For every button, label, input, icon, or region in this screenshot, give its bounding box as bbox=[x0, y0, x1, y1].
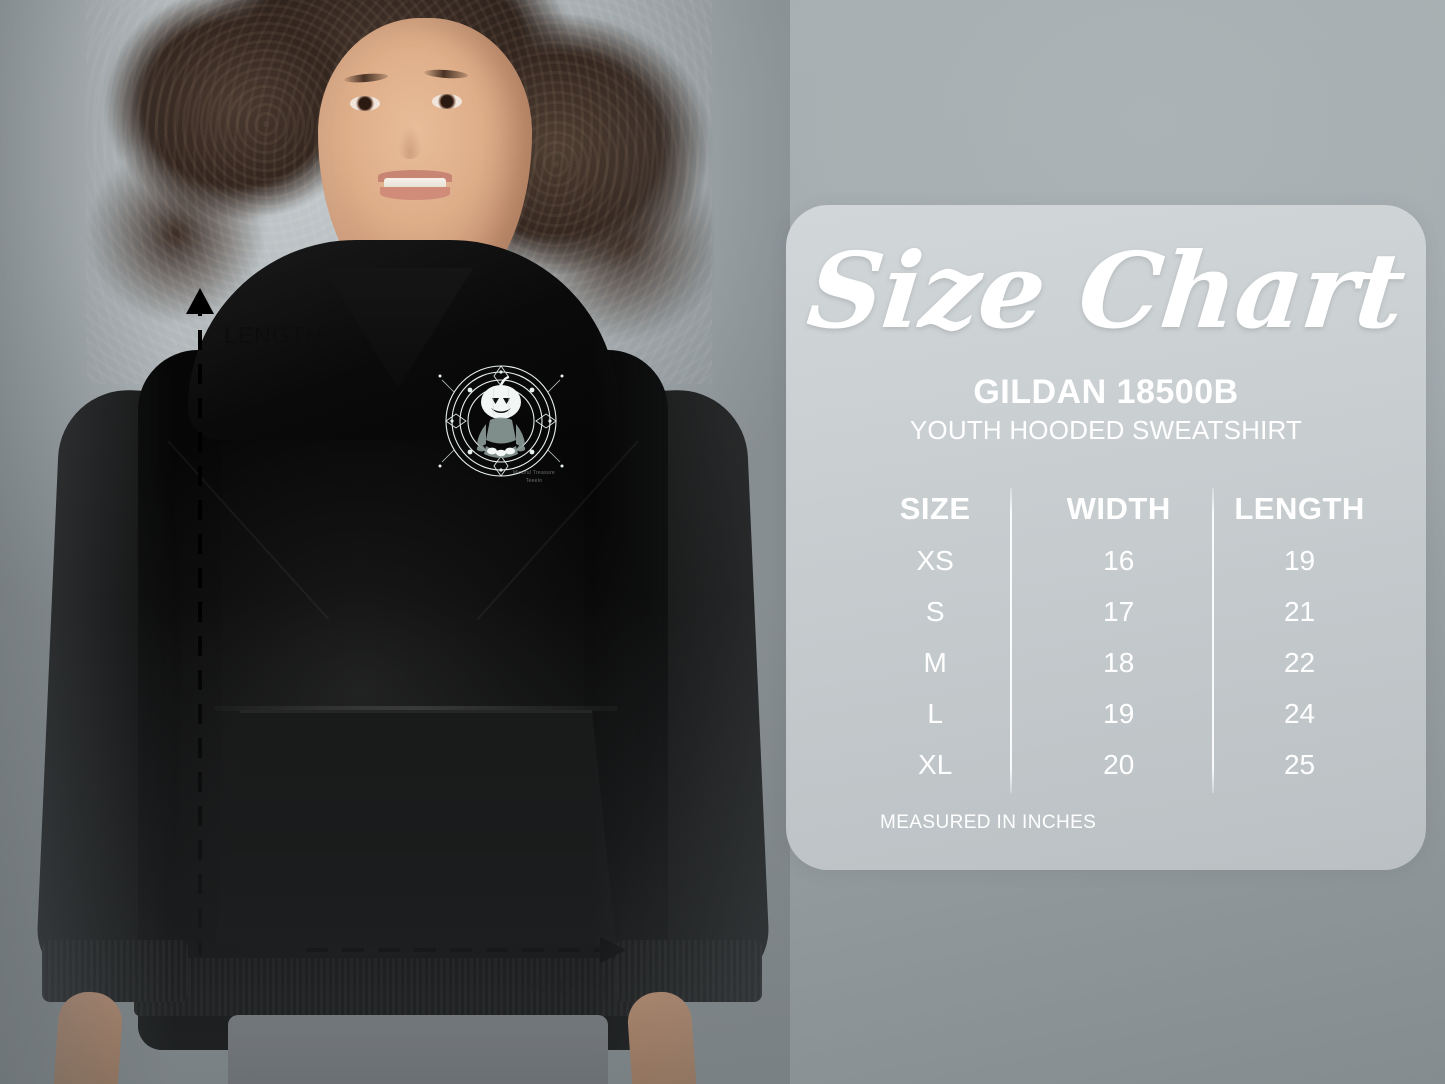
hoodie-cuff-left bbox=[42, 940, 188, 1002]
table-row: S 17 21 bbox=[842, 586, 1390, 637]
column-divider-1 bbox=[1010, 488, 1012, 793]
column-divider-2 bbox=[1212, 488, 1214, 793]
hoodie-pocket-edge bbox=[214, 706, 618, 711]
hoodie-hem-ribbing bbox=[134, 958, 672, 1016]
model-mouth bbox=[378, 170, 452, 200]
column-header-width: WIDTH bbox=[1066, 491, 1171, 526]
model-eye-right bbox=[432, 94, 462, 109]
width-guide-line bbox=[306, 948, 606, 952]
chest-print-mandala-icon bbox=[430, 350, 572, 492]
chest-print-caption: Mindful Treasure Teeelo bbox=[494, 470, 574, 485]
table-header-row: SIZE WIDTH LENGTH bbox=[842, 483, 1390, 535]
cell-width: 20 bbox=[1103, 748, 1135, 780]
hoodie-kangaroo-pocket bbox=[216, 710, 616, 945]
cell-width: 16 bbox=[1103, 544, 1135, 576]
cell-size: XL bbox=[918, 748, 953, 780]
lower-lip bbox=[380, 187, 450, 200]
page-title: Size Chart bbox=[802, 229, 1410, 352]
photo-vignette bbox=[0, 0, 790, 1084]
product-code: GILDAN 18500B bbox=[973, 373, 1239, 411]
width-arrow-icon bbox=[600, 937, 626, 963]
cell-length: 19 bbox=[1283, 544, 1316, 576]
table-row: L 19 24 bbox=[842, 688, 1390, 739]
table-body: XS 16 19 S 17 21 M 18 22 L 19 24 bbox=[842, 535, 1390, 790]
table-row: XS 16 19 bbox=[842, 535, 1390, 586]
hoodie-garment bbox=[34, 240, 772, 1084]
cell-length: 21 bbox=[1283, 595, 1316, 627]
cell-width: 19 bbox=[1103, 697, 1135, 729]
model-photo: Mindful Treasure Teeelo LENGTH WIDTH bbox=[0, 0, 790, 1084]
width-label: WIDTH bbox=[528, 972, 608, 999]
cell-length: 25 bbox=[1283, 748, 1316, 780]
table-row: XL 20 25 bbox=[842, 739, 1390, 790]
product-name: YOUTH HOODED SWEATSHIRT bbox=[909, 415, 1303, 445]
cell-size: M bbox=[923, 646, 947, 678]
model-pants bbox=[228, 1015, 608, 1084]
model-eye-left bbox=[350, 96, 380, 111]
cell-size: L bbox=[927, 697, 943, 729]
cell-length: 24 bbox=[1283, 697, 1316, 729]
cell-length: 22 bbox=[1283, 646, 1316, 678]
cell-width: 17 bbox=[1103, 595, 1135, 627]
table-row: M 18 22 bbox=[842, 637, 1390, 688]
cell-size: XS bbox=[916, 544, 954, 576]
cell-size: S bbox=[925, 595, 945, 627]
column-header-size: SIZE bbox=[899, 491, 971, 526]
hoodie-cuff-right bbox=[616, 940, 762, 1002]
cell-width: 18 bbox=[1103, 646, 1135, 678]
size-chart-panel: Size Chart GILDAN 18500B YOUTH HOODED SW… bbox=[786, 205, 1426, 870]
length-label: LENGTH bbox=[224, 322, 323, 349]
model-nose bbox=[398, 125, 422, 159]
measurement-units-note: MEASURED IN INCHES bbox=[880, 812, 1097, 833]
length-guide-line bbox=[198, 296, 202, 956]
column-header-length: LENGTH bbox=[1234, 491, 1365, 526]
size-table: SIZE WIDTH LENGTH XS 16 19 S 17 21 M 18 bbox=[842, 483, 1390, 790]
